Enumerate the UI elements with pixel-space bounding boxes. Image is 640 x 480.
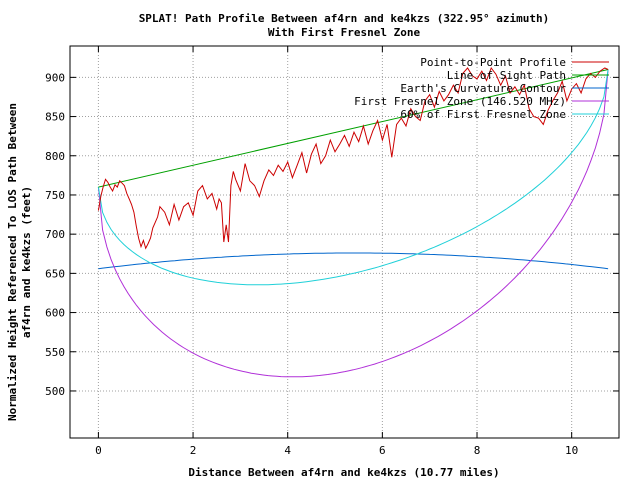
series-line-point-to-point-profile: [97, 66, 609, 250]
y-tick-label: 800: [45, 150, 65, 163]
series-line-line-of-sight-path: [98, 69, 609, 188]
y-axis-label-line2: af4rn and ke4kzs (feet): [20, 186, 33, 338]
y-tick-label: 850: [45, 111, 65, 124]
y-tick-label: 750: [45, 189, 65, 202]
x-tick-label: 0: [95, 444, 102, 457]
y-tick-label: 900: [45, 71, 65, 84]
y-axis-label-line1: Normalized Height Referenced To LOS Path…: [6, 103, 19, 421]
legend-label-60-of-first-fresnel-zone: 60% of First Fresnel Zone: [400, 108, 566, 121]
legend-label-point-to-point-profile: Point-to-Point Profile: [420, 56, 566, 69]
x-tick-label: 10: [565, 444, 578, 457]
x-tick-label: 6: [379, 444, 386, 457]
chart-title-line2: With First Fresnel Zone: [268, 26, 421, 39]
y-tick-label: 500: [45, 385, 65, 398]
legend-label-line-of-sight-path: Line of Sight Path: [447, 69, 566, 82]
grid: [70, 46, 619, 438]
series-line-first-fresnel-zone-146-520-mhz: [97, 69, 609, 378]
y-tick-label: 600: [45, 307, 65, 320]
y-tick-label: 700: [45, 228, 65, 241]
series-group: [97, 66, 609, 378]
chart-title-line1: SPLAT! Path Profile Between af4rn and ke…: [139, 12, 550, 25]
y-tick-label: 550: [45, 346, 65, 359]
y-tick-label: 650: [45, 267, 65, 280]
x-tick-label: 4: [284, 444, 291, 457]
plot-border: [69, 45, 620, 439]
axis-ticks: 0 2 4 6 8 10 500 550 600 650 700 750 800 850 900: [45, 46, 619, 457]
series-line-earth-s-curvature-contour: [98, 252, 609, 270]
legend-label-earth-s-curvature-contour: Earth's Curvature Contour: [400, 82, 566, 95]
x-axis-label: Distance Between af4rn and ke4kzs (10.77…: [188, 466, 499, 479]
legend-label-first-fresnel-zone-146-520-mhz: First Fresnel Zone (146.520 MHz): [354, 95, 566, 108]
series-line-60-of-first-fresnel-zone: [97, 69, 609, 286]
x-tick-label: 8: [474, 444, 481, 457]
x-tick-label: 2: [190, 444, 197, 457]
